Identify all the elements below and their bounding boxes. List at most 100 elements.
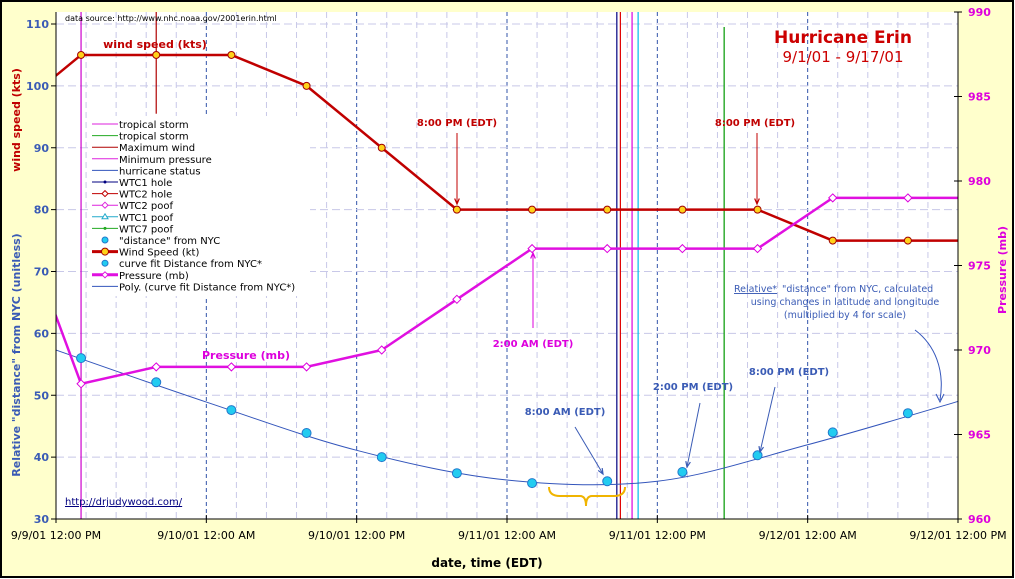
pressure-marker: [151, 362, 161, 372]
legend-item: tropical storm: [92, 120, 189, 131]
distance-note-line2: using changes in latitude and longitude: [751, 297, 940, 308]
distance-marker: [226, 405, 237, 416]
distance-marker: [376, 452, 387, 463]
wind-speed-marker: [603, 205, 612, 214]
legend-label: WTC1 poof: [119, 213, 174, 224]
legend-label: hurricane status: [119, 166, 201, 177]
legend-item: "distance" from NYC: [101, 236, 220, 247]
distance-marker: [827, 427, 838, 438]
x-tick-label: 9/11/01 12:00 PM: [609, 529, 706, 542]
y-axis-title-distance: Relative "distance" from NYC (unitless): [10, 233, 23, 476]
legend-item: WTC2 hole: [92, 190, 172, 201]
annotation-arrowhead: [530, 251, 536, 259]
distance-marker: [677, 466, 688, 477]
wind-speed-marker: [828, 236, 837, 245]
distance-note-line1: "distance" from NYC, calculated: [782, 284, 933, 295]
legend-item: Poly. (curve fit Distance from NYC*): [92, 282, 295, 293]
wind-speed-marker: [227, 50, 236, 59]
legend-label: tropical storm: [119, 120, 189, 131]
wind-speed-line: [56, 53, 958, 242]
legend-circle-icon: [101, 259, 109, 267]
annotation-label: 2:00 AM (EDT): [493, 339, 574, 350]
legend-circle-icon: [101, 247, 109, 256]
x-tick-label: 9/11/01 12:00 AM: [458, 529, 556, 542]
distance-marker: [902, 408, 913, 419]
legend-item: WTC2 poof: [92, 201, 174, 212]
pressure-marker: [377, 345, 387, 355]
x-tick-label: 9/12/01 12:00 AM: [759, 529, 857, 542]
legend-label: Wind Speed (kt): [119, 248, 199, 259]
legend-label: Minimum pressure: [119, 155, 212, 166]
legend-item: Minimum pressure: [92, 155, 212, 166]
legend-diamond-icon: [101, 201, 109, 209]
y-tick-label-left: 80: [34, 204, 50, 217]
distance-note-line3: (multiplied by 4 for scale): [784, 310, 906, 321]
legend-label: Poly. (curve fit Distance from NYC*): [119, 282, 295, 293]
pressure-marker: [602, 243, 612, 254]
annotation-arrow: [759, 386, 776, 453]
legend-circle-icon: [101, 236, 109, 244]
wind-speed-marker: [377, 143, 386, 152]
annotation-arrowhead: [597, 467, 604, 476]
chart-title: Hurricane Erin: [774, 28, 912, 48]
y-tick-label-left: 50: [34, 389, 50, 402]
legend-item: tropical storm: [92, 132, 189, 143]
distance-note-arrow: [914, 329, 942, 401]
distance-note-arrowhead: [935, 393, 945, 404]
legend-diamond-icon: [101, 189, 109, 198]
pressure-marker: [76, 379, 86, 389]
legend-item: curve fit Distance from NYC*: [101, 259, 262, 270]
pressure-marker: [677, 243, 688, 254]
website-link[interactable]: http://drjudywood.com/: [65, 497, 183, 508]
distance-marker: [151, 377, 162, 388]
wind-speed-marker: [77, 50, 86, 59]
legend-label: WTC7 poof: [119, 224, 174, 235]
legend-background: [88, 116, 310, 296]
distance-marker: [752, 450, 763, 461]
legend-label: curve fit Distance from NYC*: [119, 259, 262, 270]
y-tick-label-right: 960: [968, 513, 991, 526]
y-tick-label-right: 970: [968, 344, 991, 357]
legend-item: WTC1 hole: [92, 178, 172, 189]
annotation-label: 8:00 PM (EDT): [749, 367, 829, 378]
pressure-marker: [828, 193, 838, 203]
x-tick-label: 9/10/01 12:00 AM: [157, 529, 255, 542]
wind-series-label: wind speed (kts): [103, 38, 207, 51]
distance-marker: [301, 427, 312, 438]
attack-period-brace: [548, 486, 626, 507]
x-tick-label: 9/12/01 12:00 PM: [909, 529, 1006, 542]
y-axis-title-wind: wind speed (kts): [10, 68, 23, 172]
x-tick-label: 9/9/01 12:00 PM: [11, 529, 101, 542]
legend-item: hurricane status: [92, 166, 201, 177]
distance-note-relative: Relative*: [734, 284, 777, 295]
chart-subtitle: 9/1/01 - 9/17/01: [782, 48, 903, 66]
annotation-arrow: [686, 402, 701, 468]
legend-label: Pressure (mb): [119, 271, 189, 282]
legend-label: tropical storm: [119, 132, 189, 143]
y-axis-title-pressure: Pressure (mb): [996, 226, 1009, 314]
legend-item: Maximum wind: [92, 143, 195, 154]
y-tick-label-left: 30: [34, 513, 50, 526]
y-tick-label-left: 90: [34, 142, 50, 155]
legend-dot-icon: [103, 180, 107, 184]
legend-label: Maximum wind: [119, 143, 195, 154]
annotation-label: 8:00 PM (EDT): [417, 118, 497, 129]
annotation-arrowhead: [685, 461, 691, 469]
annotation-arrowhead: [454, 198, 460, 206]
annotation-label: 2:00 PM (EDT): [653, 382, 733, 393]
y-tick-label-right: 985: [968, 91, 991, 104]
distance-marker: [527, 478, 538, 489]
wind-speed-marker: [528, 205, 537, 214]
legend-label: WTC1 hole: [119, 178, 172, 189]
pressure-marker: [226, 362, 237, 372]
y-tick-label-left: 110: [26, 18, 49, 31]
legend-label: "distance" from NYC: [119, 236, 220, 247]
pressure-line: [56, 196, 958, 386]
distance-marker: [451, 468, 462, 479]
x-tick-label: 9/10/01 12:00 PM: [308, 529, 405, 542]
pressure-marker: [903, 193, 913, 203]
legend-triangle-icon: [101, 212, 109, 220]
wind-speed-marker: [678, 205, 687, 214]
